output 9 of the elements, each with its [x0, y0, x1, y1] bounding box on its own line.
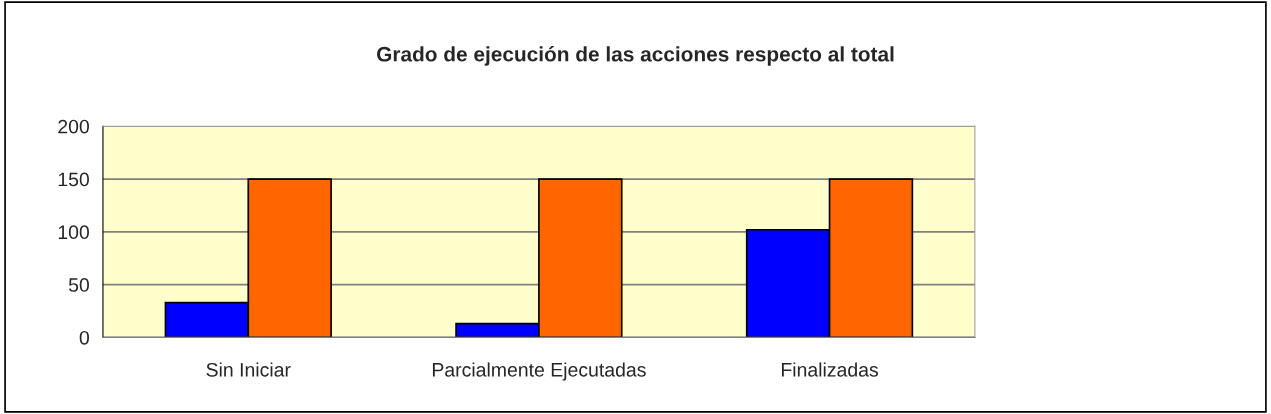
y-tick-label: 50 [68, 278, 89, 292]
y-tick-label: 200 [58, 119, 89, 134]
y-tick-label: 100 [58, 225, 89, 240]
y-tick-label: 0 [79, 330, 89, 345]
x-tick-label: Sin Iniciar [206, 362, 291, 377]
chart-title: Grado de ejecución de las acciones respecto al total [377, 46, 894, 66]
y-tick-label: 150 [58, 172, 89, 187]
x-tick-label: Finalizadas [781, 362, 879, 377]
x-tick-label: Parcialmente Ejecutadas [432, 362, 646, 381]
